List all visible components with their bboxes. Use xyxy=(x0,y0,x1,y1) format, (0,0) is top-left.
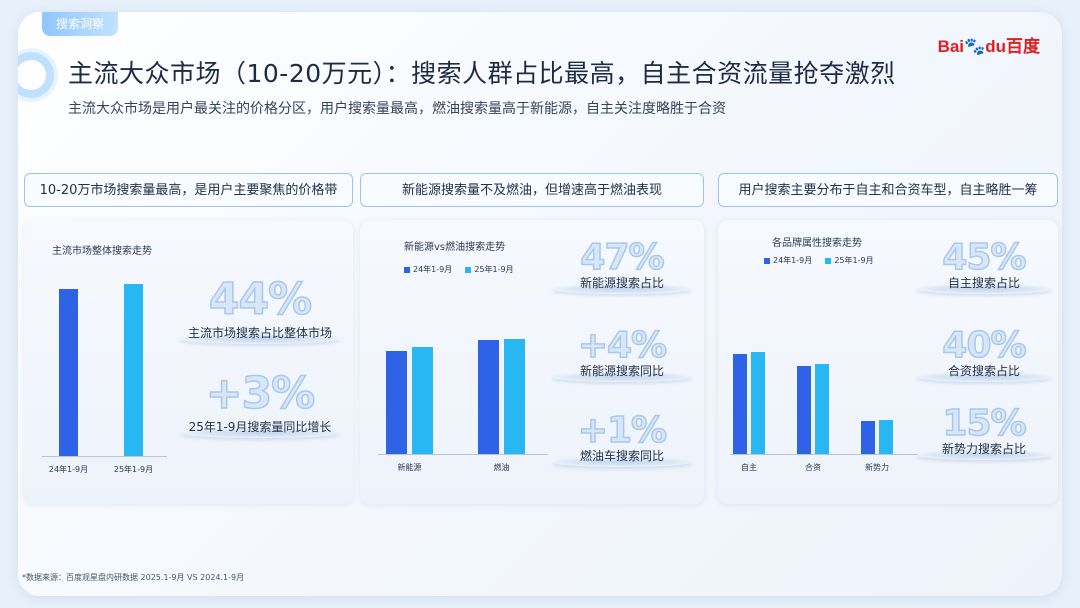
stat-3-1: 45% 自主搜索占比 xyxy=(916,237,1052,294)
stat-value: +4% xyxy=(577,325,668,366)
chart-1-baseline xyxy=(42,456,167,457)
chart-3-baseline xyxy=(730,454,918,455)
stat-ellipse xyxy=(180,334,340,344)
bar-合资-25年1-9月 xyxy=(815,364,829,454)
stat-label: 合资搜索占比 xyxy=(947,364,1020,378)
stat-value: +1% xyxy=(577,410,668,451)
stat-value: +3% xyxy=(205,368,316,419)
logo-text-bai: Bai xyxy=(937,37,965,56)
stat-value: 45% xyxy=(942,237,1028,278)
legend-label-24: 24年1-9月 xyxy=(773,256,813,265)
stat-label: 新能源搜索占比 xyxy=(579,276,664,290)
bar-新能源-25年1-9月 xyxy=(412,347,433,454)
logo-text-du: du xyxy=(985,37,1006,56)
stat-label: 25年1-9月搜索量同比增长 xyxy=(188,420,332,434)
stat-label: 新势力搜索占比 xyxy=(941,442,1026,456)
stat-ellipse xyxy=(916,284,1052,294)
stat-ellipse xyxy=(552,284,692,294)
baidu-logo: Bai🐾du百度 xyxy=(938,32,1040,57)
stat-value: 47% xyxy=(580,237,666,278)
stat-ellipse xyxy=(552,372,692,382)
stat-3-2: 40% 合资搜索占比 xyxy=(916,325,1052,382)
legend-swatch-24 xyxy=(404,266,410,273)
bar-24年1-9月 xyxy=(59,289,78,456)
stat-2-1: 47% 新能源搜索占比 xyxy=(552,237,692,294)
panel-2: 新能源vs燃油搜索走势 24年1-9月 25年1-9月 新能源 燃油 47% 新能… xyxy=(360,220,704,504)
panel-1-heading: 10-20万市场搜索量最高，是用户主要聚焦的价格带 xyxy=(24,173,353,207)
category-label: 新势力 xyxy=(865,463,889,472)
stat-label: 燃油车搜索同比 xyxy=(579,449,664,463)
chart-2-title: 新能源vs燃油搜索走势 xyxy=(404,242,506,253)
category-label: 25年1-9月 xyxy=(113,465,154,474)
stat-value: 40% xyxy=(942,325,1028,366)
stat-ellipse xyxy=(916,372,1052,382)
legend-swatch-25 xyxy=(825,257,832,264)
stat-2-3: +1% 燃油车搜索同比 xyxy=(552,410,692,467)
stat-2-2: +4% 新能源搜索同比 xyxy=(552,325,692,382)
page-subtitle: 主流大众市场是用户最关注的价格分区，用户搜索量最高，燃油搜索量高于新能源，自主关… xyxy=(68,101,726,117)
legend-label-25: 25年1-9月 xyxy=(474,265,514,274)
stat-value: 44% xyxy=(208,274,313,325)
bar-合资-24年1-9月 xyxy=(797,366,811,454)
stat-1-1: 44% 主流市场搜索占比整体市场 xyxy=(180,274,340,344)
category-label: 新能源 xyxy=(397,463,422,472)
stat-3-3: 15% 新势力搜索占比 xyxy=(916,403,1052,460)
legend-label-24: 24年1-9月 xyxy=(413,265,453,274)
chart-3-legend: 24年1-9月 25年1-9月 xyxy=(764,255,874,266)
category-label: 燃油 xyxy=(493,463,510,472)
bar-自主-25年1-9月 xyxy=(751,352,765,454)
category-label: 自主 xyxy=(741,463,757,472)
decorative-ring-icon xyxy=(18,52,54,98)
stat-ellipse xyxy=(916,450,1052,460)
chart-1-title: 主流市场整体搜索走势 xyxy=(52,246,152,257)
bar-新能源-24年1-9月 xyxy=(386,351,407,454)
bar-25年1-9月 xyxy=(124,284,143,456)
category-label: 24年1-9月 xyxy=(48,465,89,474)
legend-label-25: 25年1-9月 xyxy=(834,256,874,265)
stat-label: 自主搜索占比 xyxy=(947,276,1020,290)
logo-text-cn: 百度 xyxy=(1006,37,1040,56)
chart-2-legend: 24年1-9月 25年1-9月 xyxy=(404,264,514,275)
stat-ellipse xyxy=(180,428,340,438)
footnote: *数据来源：百度观星盘内研数据 2025.1-9月 VS 2024.1-9月 xyxy=(22,573,245,582)
panel-3-heading: 用户搜索主要分布于自主和合资车型，自主略胜一筹 xyxy=(718,173,1058,207)
bar-燃油-25年1-9月 xyxy=(504,338,525,454)
legend-swatch-24 xyxy=(764,257,770,264)
bar-新势力-25年1-9月 xyxy=(879,420,893,454)
bar-新势力-24年1-9月 xyxy=(861,421,875,454)
category-label: 合资 xyxy=(805,463,821,472)
stat-label: 新能源搜索同比 xyxy=(579,364,664,378)
chart-3-title: 各品牌属性搜索走势 xyxy=(772,238,862,249)
stat-label: 主流市场搜索占比整体市场 xyxy=(187,326,332,340)
stat-ellipse xyxy=(552,457,692,467)
panel-2-heading: 新能源搜索量不及燃油，但增速高于燃油表现 xyxy=(360,173,704,207)
section-tag: 搜索洞察 xyxy=(42,12,119,36)
panel-1: 主流市场整体搜索走势 24年1-9月 25年1-9月 44% 主流市场搜索占比整体… xyxy=(24,220,353,504)
page-title: 主流大众市场（10-20万元）：搜索人群占比最高，自主合资流量抢夺激烈 xyxy=(68,59,896,88)
chart-2-baseline xyxy=(378,454,548,455)
panel-3: 各品牌属性搜索走势 24年1-9月 25年1-9月 自主 合资 新势力 45% 自主… xyxy=(718,220,1058,504)
paw-icon: 🐾 xyxy=(964,37,986,56)
stat-value: 15% xyxy=(942,403,1028,444)
bar-燃油-24年1-9月 xyxy=(478,339,499,454)
bar-自主-24年1-9月 xyxy=(733,354,747,454)
legend-swatch-25 xyxy=(465,266,472,273)
stat-1-2: +3% 25年1-9月搜索量同比增长 xyxy=(180,368,340,438)
